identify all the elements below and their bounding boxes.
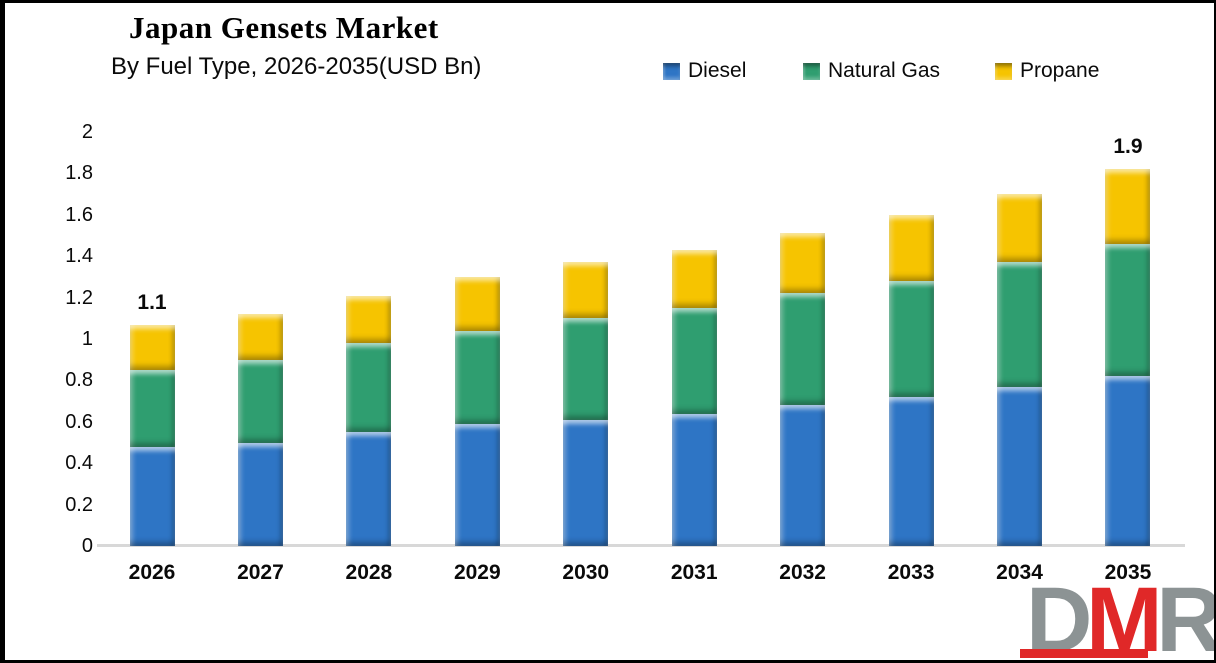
frame-border-left xyxy=(0,0,5,663)
propane-swatch-icon xyxy=(995,62,1012,80)
y-axis-tick-label: 0.8 xyxy=(65,369,93,392)
legend-label-propane: Propane xyxy=(1020,59,1100,82)
bar-segment-diesel-2030 xyxy=(563,419,609,546)
bar-segment-diesel-2034 xyxy=(997,386,1043,546)
y-axis-tick-label: 2 xyxy=(81,121,93,143)
diesel-swatch-icon xyxy=(663,62,680,80)
bar-segment-propane-2026 xyxy=(129,324,175,371)
bar-segment-diesel-2026 xyxy=(129,446,175,546)
bar-segment-natural-gas-2029 xyxy=(454,330,500,424)
bar-2030 xyxy=(563,262,609,546)
legend-item-natural-gas: Natural Gas xyxy=(803,59,940,83)
bar-segment-natural-gas-2030 xyxy=(563,318,609,420)
chart-subtitle: By Fuel Type, 2026-2035(USD Bn) xyxy=(111,53,482,80)
legend-item-propane: Propane xyxy=(995,59,1099,83)
logo-letter-m: M xyxy=(1086,569,1163,663)
bar-2027 xyxy=(237,314,283,546)
x-axis-label-2029: 2029 xyxy=(453,561,501,584)
bar-2028 xyxy=(346,295,392,546)
logo-letter-r: R xyxy=(1156,569,1216,663)
y-axis-tick-label: 1.2 xyxy=(65,286,93,309)
bar-segment-propane-2030 xyxy=(563,262,609,319)
bar-segment-diesel-2031 xyxy=(671,413,717,546)
bar-segment-natural-gas-2026 xyxy=(129,370,175,447)
y-axis-tick-label: 0.4 xyxy=(65,452,93,475)
x-axis-line xyxy=(97,544,1185,547)
y-axis-tick-label: 1.4 xyxy=(65,245,93,268)
bar-segment-diesel-2029 xyxy=(454,423,500,546)
bar-segment-diesel-2027 xyxy=(237,442,283,546)
bar-segment-diesel-2028 xyxy=(346,432,392,546)
bar-segment-propane-2035 xyxy=(1105,169,1151,244)
bar-segment-propane-2032 xyxy=(780,233,826,294)
y-axis-tick-label: 0.6 xyxy=(65,410,93,433)
y-axis-tick-label: 1.8 xyxy=(65,162,93,185)
x-axis-label-2035: 2035 xyxy=(1104,561,1152,584)
bar-segment-diesel-2032 xyxy=(780,405,826,546)
y-axis-tick-label: 1.6 xyxy=(65,203,93,226)
bar-2026 xyxy=(129,324,175,546)
chart-title: Japan Gensets Market xyxy=(129,10,439,45)
x-axis-label-2034: 2034 xyxy=(996,561,1043,584)
bar-segment-natural-gas-2027 xyxy=(237,359,283,443)
bar-2033 xyxy=(888,214,934,546)
bar-segment-natural-gas-2032 xyxy=(780,293,826,406)
logo-underbar xyxy=(1020,649,1148,658)
frame-border-bottom xyxy=(0,660,1216,663)
bar-2035 xyxy=(1105,169,1151,546)
natural-gas-swatch-icon xyxy=(803,62,820,80)
bar-segment-diesel-2035 xyxy=(1105,376,1151,546)
x-axis-label-2026: 2026 xyxy=(128,561,176,584)
bar-segment-natural-gas-2031 xyxy=(671,307,717,414)
bar-segment-natural-gas-2035 xyxy=(1105,243,1151,377)
bar-2031 xyxy=(671,250,717,546)
bar-2032 xyxy=(780,233,826,546)
frame-border-right xyxy=(1214,0,1216,663)
x-axis-label-2030: 2030 xyxy=(562,561,610,584)
bar-segment-propane-2034 xyxy=(997,194,1043,263)
dmr-logo: D M R xyxy=(1026,569,1216,663)
bar-segment-natural-gas-2028 xyxy=(346,343,392,433)
bar-segment-propane-2027 xyxy=(237,314,283,360)
x-axis-label-2031: 2031 xyxy=(670,561,718,584)
bar-segment-propane-2028 xyxy=(346,295,392,344)
logo-letter-d: D xyxy=(1026,569,1093,663)
bar-segment-propane-2031 xyxy=(671,250,717,308)
bar-segment-natural-gas-2033 xyxy=(888,281,934,397)
frame-border-top xyxy=(0,0,1216,3)
x-axis-label-2033: 2033 xyxy=(887,561,935,584)
y-axis-tick-label: 0 xyxy=(81,535,93,557)
data-label-2035: 1.9 xyxy=(1113,135,1143,159)
y-axis-tick-label: 0.2 xyxy=(65,493,93,516)
bar-segment-natural-gas-2034 xyxy=(997,262,1043,387)
legend-label-natural-gas: Natural Gas xyxy=(828,59,941,82)
x-axis-label-2032: 2032 xyxy=(779,561,826,584)
bar-2034 xyxy=(997,194,1043,546)
bar-segment-diesel-2033 xyxy=(888,396,934,546)
legend-label-diesel: Diesel xyxy=(688,59,747,82)
x-axis-label-2028: 2028 xyxy=(345,561,393,584)
bar-segment-propane-2029 xyxy=(454,276,500,331)
legend-item-diesel: Diesel xyxy=(663,59,746,83)
x-axis-label-2027: 2027 xyxy=(237,561,284,584)
data-label-2026: 1.1 xyxy=(137,290,167,314)
bar-2029 xyxy=(454,276,500,546)
y-axis-tick-label: 1 xyxy=(81,328,93,350)
bar-segment-propane-2033 xyxy=(888,214,934,282)
